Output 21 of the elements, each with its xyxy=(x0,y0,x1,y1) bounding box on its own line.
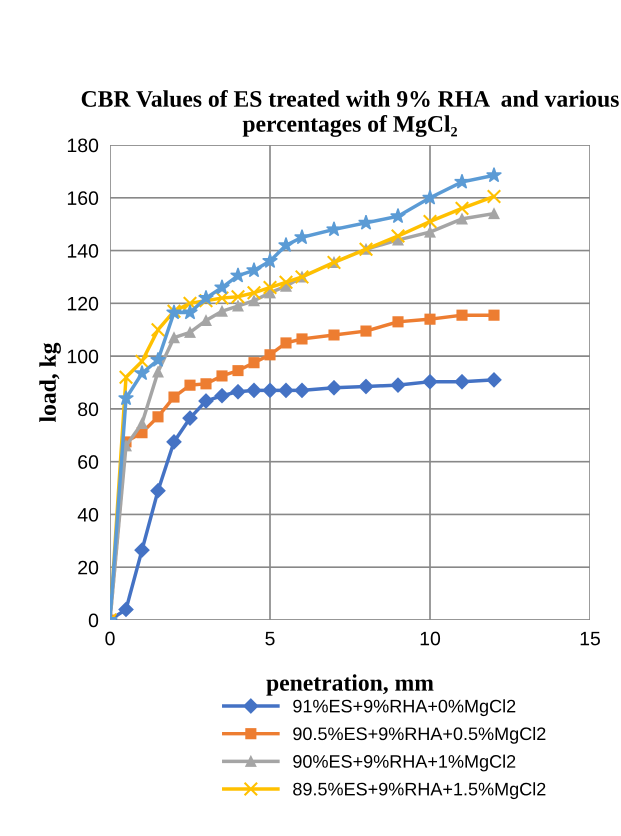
legend-label: 90%ES+9%RHA+1%MgCl2 xyxy=(293,754,516,772)
x-tick-label: 10 xyxy=(420,632,440,646)
x-tick-label: 15 xyxy=(580,632,600,646)
y-tick-label: 120 xyxy=(68,296,98,311)
y-tick-label: 100 xyxy=(68,350,98,364)
y-tick-label: 80 xyxy=(78,402,98,416)
legend-label: 90.5%ES+9%RHA+0.5%MgCl2 xyxy=(293,726,546,744)
y-tick-label: 180 xyxy=(68,138,98,152)
y-tick-label: 160 xyxy=(68,191,98,206)
y-tick-label: 20 xyxy=(78,560,98,574)
y-tick-label: 140 xyxy=(68,244,98,258)
y-tick-label: 60 xyxy=(78,455,98,469)
legend-label: 89.5%ES+9%RHA+1.5%MgCl2 xyxy=(293,782,546,800)
chart-title: CBR Values of ES treated with 9% RHA and various percentages of MgCl₂ xyxy=(82,90,619,137)
y-tick-label: 40 xyxy=(78,508,98,522)
legend-label: 91%ES+9%RHA+0%MgCl2 xyxy=(293,699,516,716)
x-tick-label: 5 xyxy=(265,632,275,646)
x-tick-label: 0 xyxy=(105,632,115,646)
x-axis-title: penetration, mm xyxy=(266,674,434,696)
y-axis-title: load, kg xyxy=(39,342,61,422)
y-tick-label: 0 xyxy=(88,613,98,628)
